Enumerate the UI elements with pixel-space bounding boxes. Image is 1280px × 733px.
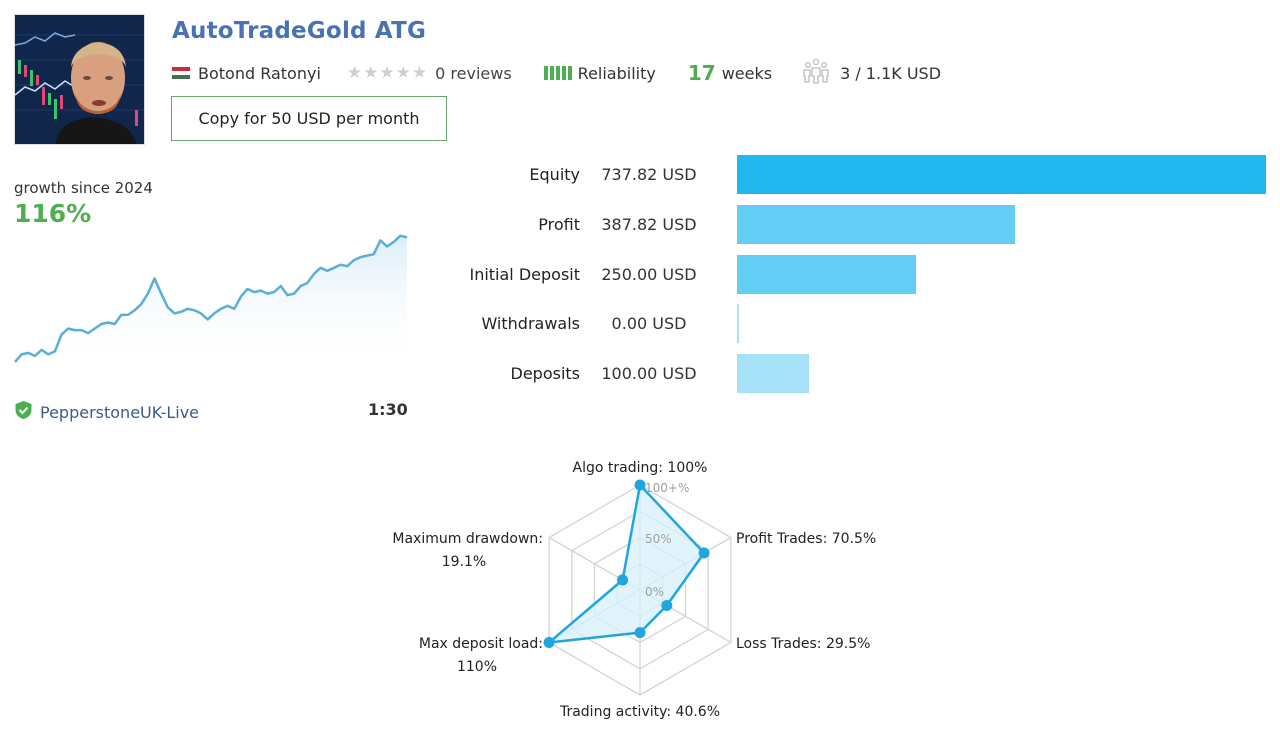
radar-point[interactable] [661,599,673,611]
stat-label: Initial Deposit [469,265,580,284]
radar-label-max-deposit-load: Max deposit load: [419,636,543,652]
growth-value: 116% [14,199,92,228]
star-icon: ★ [411,63,428,83]
avatar-image [15,15,144,144]
stat-label: Withdrawals [481,314,580,333]
growth-label: growth since 2024 [14,179,153,197]
radar-scale-0: 0% [645,585,664,599]
broker-server[interactable]: PepperstoneUK-Live [14,400,199,424]
stat-label: Equity [529,165,580,184]
stat-value: 0.00 USD [611,314,687,333]
stat-label: Deposits [510,364,581,383]
reliability-bars-icon [543,66,572,80]
radar-point[interactable] [698,547,710,559]
radar-scale-50: 50% [645,532,672,546]
stat-bar[interactable] [737,304,739,343]
radar-point[interactable] [617,574,629,586]
radar-label-trading-activity: Trading activity: 40.6% [559,704,720,720]
signal-meta-row: Botond Ratonyi ★ ★ ★ ★ ★ 0 reviews Relia… [172,58,942,85]
star-icon: ★ [346,63,363,83]
stat-label: Profit [538,215,580,234]
radar-points [543,479,710,648]
radar-scale-100: 100+% [645,481,689,495]
star-icon: ★ [363,63,379,83]
author-avatar[interactable] [14,14,145,145]
copy-subscribe-button[interactable]: Copy for 50 USD per month [171,96,447,141]
subscribers-value: 3 / 1.1K USD [840,63,942,83]
broker-name: PepperstoneUK-Live [40,402,200,422]
hungary-flag-icon [172,67,190,79]
radar-chart[interactable]: 100+% 50% 0% Algo trading: 100% Profit T… [370,450,910,733]
stat-value: 387.82 USD [601,215,697,234]
leverage-value: 1:30 [368,400,408,419]
stat-row-initial-deposit: Initial Deposit 250.00 USD [420,255,1280,295]
star-icon: ★ [395,63,411,83]
stat-bar[interactable] [737,354,809,393]
growth-line [14,234,408,363]
stat-value: 250.00 USD [601,265,697,284]
stat-row-equity: Equity 737.82 USD [420,155,1280,195]
growth-line-chart[interactable] [14,200,408,370]
stat-value: 737.82 USD [601,165,697,184]
rating-stars[interactable]: ★ ★ ★ ★ ★ [347,63,427,83]
weeks-label: weeks [721,63,773,83]
growth-area [15,235,407,370]
verified-shield-icon [14,400,33,424]
signal-title[interactable]: AutoTradeGold ATG [172,18,427,44]
stat-bar[interactable] [737,155,1266,194]
radar-point[interactable] [634,479,646,491]
radar-point[interactable] [634,627,646,639]
radar-label-loss-trades: Loss Trades: 29.5% [736,636,870,652]
stat-row-withdrawals: Withdrawals 0.00 USD [420,304,1280,344]
stat-bar[interactable] [737,205,1016,244]
stat-row-deposits: Deposits 100.00 USD [420,354,1280,394]
stat-row-profit: Profit 387.82 USD [420,205,1280,245]
author-name[interactable]: Botond Ratonyi [198,63,321,83]
reliability-label: Reliability [577,63,656,83]
stat-value: 100.00 USD [601,364,697,383]
star-icon: ★ [379,63,395,83]
radar-value-max-deposit-load: 110% [457,659,497,675]
radar-label-max-drawdown: Maximum drawdown: [392,531,543,547]
stat-bar[interactable] [737,255,917,294]
subscribers-icon [802,58,830,88]
reviews-count[interactable]: 0 reviews [435,63,512,83]
weeks-count: 17 [687,61,716,85]
radar-label-algo-trading: Algo trading: 100% [573,460,708,476]
radar-value-max-drawdown: 19.1% [442,554,486,570]
radar-point[interactable] [543,637,555,648]
radar-label-profit-trades: Profit Trades: 70.5% [736,531,876,547]
